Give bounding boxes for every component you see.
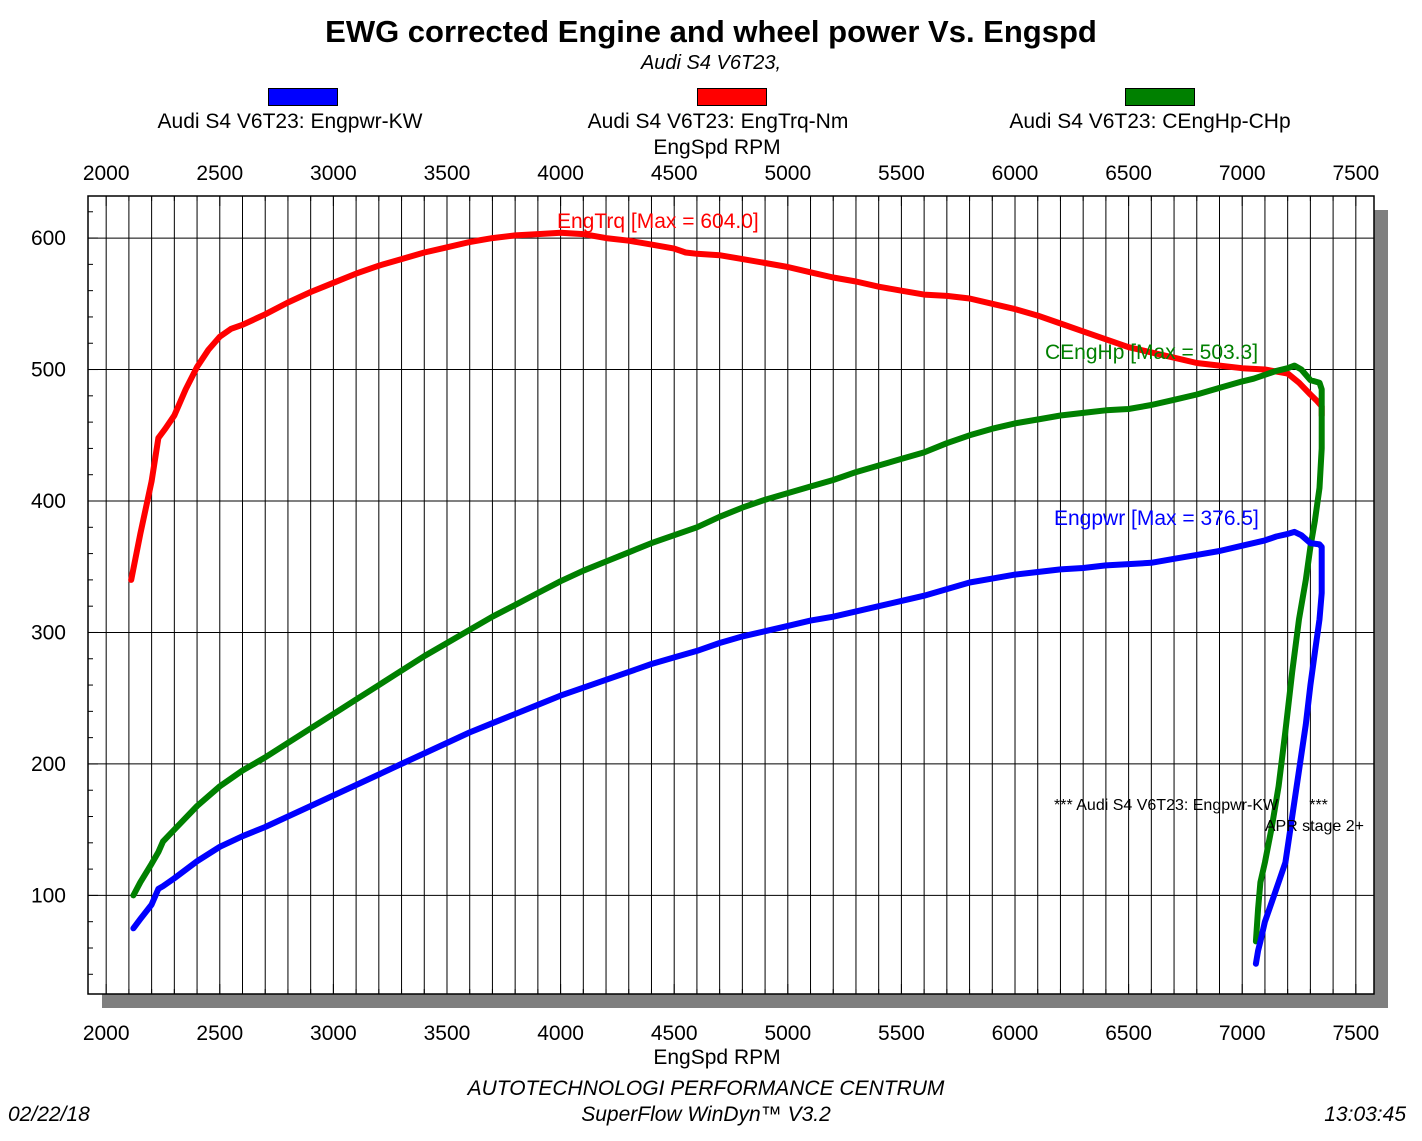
- axis-ticks: [88, 196, 1357, 994]
- y-tick-label: 300: [31, 621, 66, 644]
- x-tick-label-bottom: 2000: [83, 1022, 130, 1045]
- x-tick-label-bottom: 6000: [992, 1022, 1039, 1045]
- axis-labels: 2000 2000 2500 2500 3000 3000 3500 3500 4000 4000…: [31, 136, 1379, 1069]
- x-tick-label-top: 6500: [1105, 162, 1152, 185]
- y-tick-label: 500: [31, 359, 66, 382]
- series-line-engtrq: [128, 229, 1325, 583]
- legend-label-cenghp: Audi S4 V6T23: CEngHp-CHp: [1009, 110, 1291, 133]
- annotation-note-line2: APR stage 2+: [1265, 818, 1364, 835]
- x-tick-label-bottom: 4500: [651, 1022, 698, 1045]
- series-line-cenghp: [130, 362, 1325, 945]
- x-tick-label-bottom: 5000: [764, 1022, 811, 1045]
- plot-area: [87, 195, 1375, 995]
- legend-label-engtrq: Audi S4 V6T23: EngTrq-Nm: [587, 110, 849, 133]
- x-tick-label-top: 5000: [764, 162, 811, 185]
- legend-swatch-engtrq: [697, 88, 767, 106]
- annotation-trq-max: EngTrq [Max = 604.0]: [557, 210, 759, 233]
- x-tick-label-top: 6000: [992, 162, 1039, 185]
- x-tick-label-top: 2000: [83, 162, 130, 185]
- x-tick-label-top: 4000: [537, 162, 584, 185]
- chart-subtitle: Audi S4 V6T23,: [640, 52, 782, 74]
- legend-swatch-engpwr: [268, 88, 338, 106]
- chart-title: EWG corrected Engine and wheel power Vs.…: [325, 14, 1097, 49]
- series-group: [128, 229, 1325, 967]
- x-tick-label-bottom: 6500: [1105, 1022, 1152, 1045]
- x-tick-label-bottom: 4000: [537, 1022, 584, 1045]
- x-axis-title: EngSpd RPM: [653, 1046, 780, 1069]
- series-line-engpwr: [130, 528, 1325, 967]
- x-tick-label-bottom: 7000: [1219, 1022, 1266, 1045]
- y-tick-label: 200: [31, 753, 66, 776]
- annotation-pwr-max: Engpwr [Max = 376.5]: [1054, 507, 1259, 530]
- x-tick-label-bottom: 3500: [424, 1022, 471, 1045]
- annotation-hp-max: CEngHp [Max = 503.3]: [1045, 341, 1258, 364]
- footer-software: SuperFlow WinDyn™ V3.2: [581, 1103, 831, 1126]
- x-tick-label-top: 4500: [651, 162, 698, 185]
- x-tick-label-top: 5500: [878, 162, 925, 185]
- legend-swatch-cenghp: [1125, 88, 1195, 106]
- legend-label-engpwr: Audi S4 V6T23: Engpwr-KW: [157, 110, 423, 133]
- y-tick-label: 100: [31, 884, 66, 907]
- y-tick-label: 600: [31, 227, 66, 250]
- x-tick-label-bottom: 5500: [878, 1022, 925, 1045]
- footer-company: AUTOTECHNOLOGI PERFORMANCE CENTRUM: [467, 1077, 945, 1100]
- footer-time: 13:03:45: [1324, 1103, 1406, 1126]
- x-tick-label-top: 2500: [196, 162, 243, 185]
- x-tick-label-top: 3000: [310, 162, 357, 185]
- x-tick-label-top: 7000: [1219, 162, 1266, 185]
- x-tick-label-bottom: 3000: [310, 1022, 357, 1045]
- x-tick-label-top: 3500: [424, 162, 471, 185]
- footer-date: 02/22/18: [8, 1103, 90, 1126]
- x-tick-label-top: 7500: [1332, 162, 1379, 185]
- x-axis-title-top: EngSpd RPM: [653, 136, 780, 159]
- annotations: EngTrq [Max = 604.0] CEngHp [Max = 503.3]…: [557, 210, 1364, 835]
- x-tick-label-bottom: 2500: [196, 1022, 243, 1045]
- x-tick-label-bottom: 7500: [1332, 1022, 1379, 1045]
- y-tick-label: 400: [31, 490, 66, 513]
- annotation-note-line1: *** Audi S4 V6T23: Engpwr-KW ***: [1054, 797, 1328, 814]
